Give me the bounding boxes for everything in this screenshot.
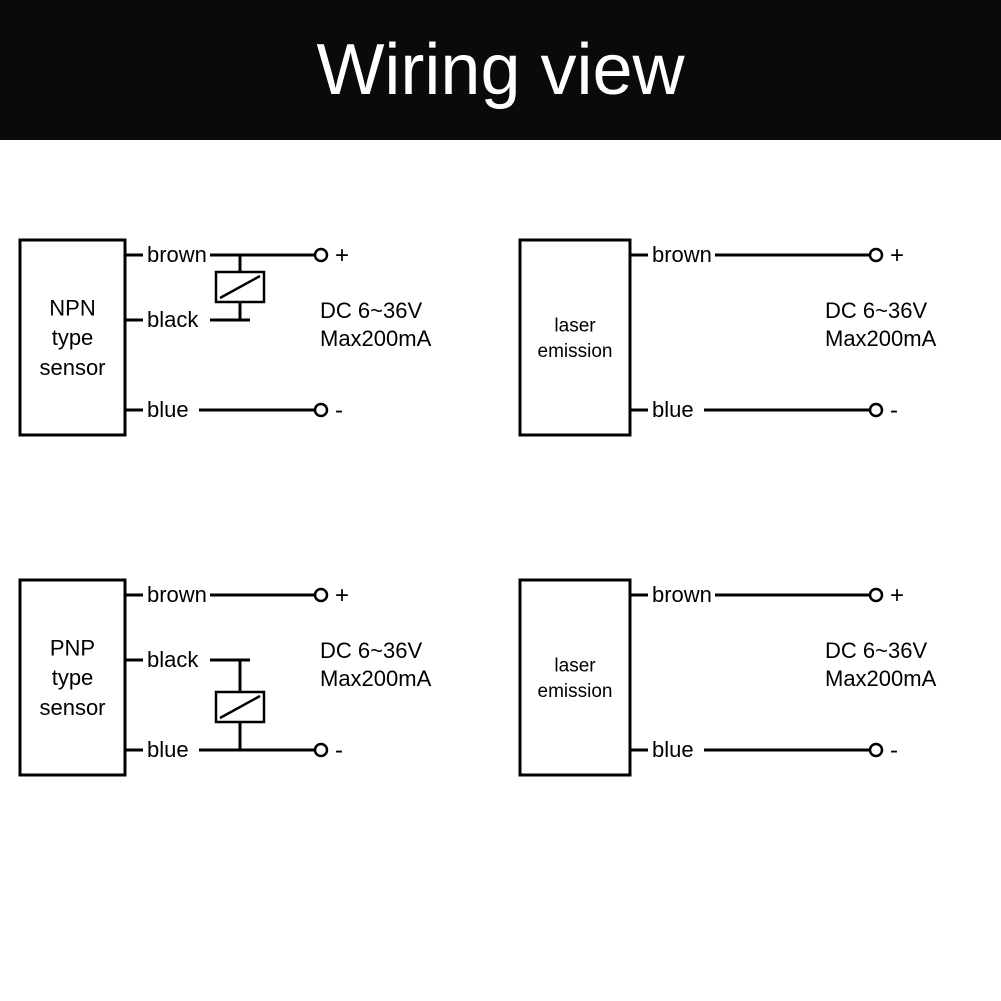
sensor-label: laser: [554, 315, 596, 336]
polarity-label: -: [335, 737, 343, 764]
wire-label: brown: [147, 582, 207, 607]
sensor-label: emission: [538, 341, 613, 362]
wire-label: blue: [147, 397, 189, 422]
terminal-icon: [315, 249, 327, 261]
wire-label: blue: [652, 737, 694, 762]
polarity-label: +: [890, 582, 904, 609]
terminal-icon: [315, 404, 327, 416]
wire-label: black: [147, 307, 199, 332]
polarity-label: +: [335, 582, 349, 609]
terminal-icon: [870, 744, 882, 756]
terminal-icon: [315, 744, 327, 756]
page-title: Wiring view: [316, 29, 684, 111]
spec-text: Max200mA: [825, 326, 937, 351]
sensor-label: type: [52, 665, 94, 690]
terminal-icon: [315, 589, 327, 601]
polarity-label: -: [335, 397, 343, 424]
header-bar: Wiring view: [0, 0, 1001, 140]
wire-label: blue: [147, 737, 189, 762]
polarity-label: +: [890, 242, 904, 269]
terminal-icon: [870, 249, 882, 261]
wire-label: brown: [147, 242, 207, 267]
sensor-label: laser: [554, 655, 596, 676]
wire-label: black: [147, 647, 199, 672]
terminal-icon: [870, 404, 882, 416]
spec-text: Max200mA: [825, 666, 937, 691]
sensor-label: emission: [538, 681, 613, 702]
polarity-label: -: [890, 737, 898, 764]
spec-text: DC 6~36V: [320, 638, 422, 663]
wire-label: blue: [652, 397, 694, 422]
sensor-label: PNP: [50, 636, 95, 661]
diagram-area: NPN type sensor brown + black blue - DC 6~36V Max…: [0, 140, 1001, 1001]
terminal-icon: [870, 589, 882, 601]
sensor-label: type: [52, 325, 94, 350]
spec-text: Max200mA: [320, 666, 432, 691]
sensor-label: sensor: [39, 695, 105, 720]
polarity-label: -: [890, 397, 898, 424]
polarity-label: +: [335, 242, 349, 269]
spec-text: DC 6~36V: [320, 298, 422, 323]
sensor-label: sensor: [39, 355, 105, 380]
relay-diagonal: [220, 276, 260, 298]
sensor-box: [520, 580, 630, 775]
sensor-box: [520, 240, 630, 435]
wire-label: brown: [652, 242, 712, 267]
wiring-svg: NPN type sensor brown + black blue - DC 6~36V Max…: [0, 140, 1001, 1001]
spec-text: DC 6~36V: [825, 638, 927, 663]
wire-label: brown: [652, 582, 712, 607]
relay-diagonal: [220, 696, 260, 718]
spec-text: Max200mA: [320, 326, 432, 351]
sensor-label: NPN: [49, 296, 95, 321]
spec-text: DC 6~36V: [825, 298, 927, 323]
